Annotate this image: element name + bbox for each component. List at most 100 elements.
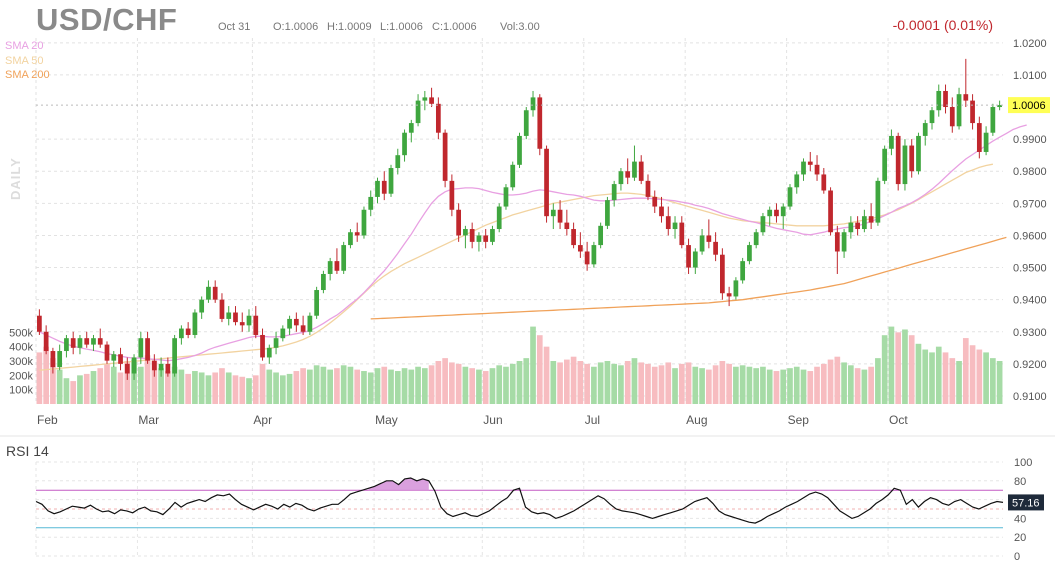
volume-bar: [388, 369, 394, 404]
candle-body: [943, 90, 948, 108]
open-readout: O:1.0006: [273, 21, 319, 33]
candle: [84, 331, 90, 348]
volume-bar: [760, 366, 766, 404]
rsi-value-label: 57.16: [1012, 497, 1040, 509]
candle: [720, 248, 725, 300]
candle-body: [747, 245, 752, 262]
candle-body: [321, 273, 326, 291]
volume-bar: [401, 368, 408, 404]
candle: [625, 158, 631, 185]
price-tick-label: 0.9600: [1013, 230, 1047, 242]
candle: [381, 171, 387, 201]
candle-body: [300, 325, 306, 332]
volume-tick-label: 300k: [9, 356, 33, 368]
volume-bar: [354, 369, 361, 404]
volume-bar: [563, 359, 570, 404]
candle-body: [354, 232, 360, 236]
volume-bar: [476, 369, 482, 404]
sma200-line: [370, 236, 1007, 320]
candle: [780, 203, 786, 230]
candle-body: [564, 222, 570, 230]
candle: [138, 331, 144, 364]
candle-body: [692, 251, 698, 268]
candle-body: [841, 232, 847, 252]
candle: [43, 325, 49, 355]
candle: [882, 145, 888, 185]
candle-body: [875, 180, 881, 223]
volume-bar: [144, 355, 151, 404]
volume-bar: [394, 371, 401, 404]
candle: [665, 206, 671, 236]
volume-bar: [347, 366, 354, 404]
candle-body: [537, 97, 543, 149]
candle-body: [611, 184, 617, 201]
volume-bar: [536, 335, 543, 404]
volume-bar: [706, 369, 712, 404]
candle-body: [43, 331, 49, 352]
month-label: Jul: [585, 413, 600, 427]
volume-bar: [902, 329, 908, 404]
candle: [456, 203, 462, 242]
candle-body: [571, 229, 576, 246]
candle-body: [158, 363, 164, 371]
rsi-tick-label: 0: [1014, 551, 1020, 563]
candle-body: [577, 245, 583, 252]
candle-body: [909, 145, 915, 172]
legend-sma20[interactable]: SMA 20: [5, 40, 44, 52]
rsi-axis: 100806040200: [36, 457, 1032, 563]
volume-bar: [773, 371, 780, 404]
candle: [929, 107, 935, 130]
candle: [821, 168, 827, 194]
candle-body: [922, 123, 928, 136]
volume-bar: [516, 361, 523, 404]
candle: [868, 203, 874, 230]
candle-body: [638, 161, 644, 181]
candle-body: [253, 315, 259, 335]
rsi-overbought-fill: [368, 478, 895, 491]
candle-body: [77, 338, 83, 348]
candle: [348, 229, 353, 249]
candle-body: [706, 235, 712, 242]
volume-bar: [949, 358, 956, 404]
symbol-title: USD/CHF: [36, 2, 178, 37]
volume-bar: [827, 359, 834, 404]
volume-bar: [110, 366, 117, 404]
candle-body: [672, 222, 678, 230]
rsi-tick-label: 40: [1014, 513, 1026, 525]
volume-bar: [259, 363, 266, 404]
candle: [415, 94, 421, 127]
candle: [902, 139, 908, 191]
candle-body: [929, 110, 935, 124]
candle-body: [679, 222, 685, 246]
volume-bar: [956, 361, 962, 404]
candle-body: [699, 235, 705, 252]
candle: [422, 90, 428, 111]
candle-body: [165, 363, 171, 374]
last-price-label: 1.0006: [1012, 100, 1046, 112]
legend-sma50[interactable]: SMA 50: [5, 55, 44, 67]
candle: [963, 58, 969, 108]
candle-body: [550, 209, 556, 217]
volume-bar: [70, 381, 77, 404]
candle: [909, 139, 915, 178]
volume-bar: [895, 332, 902, 404]
date-readout: Oct 31: [218, 21, 251, 33]
price-tick-label: 0.9800: [1013, 166, 1047, 178]
candle: [395, 148, 401, 175]
candle: [889, 129, 894, 156]
volume-bar: [300, 368, 306, 404]
volume-bar: [361, 371, 367, 404]
candle-body: [983, 132, 989, 152]
candle: [212, 280, 218, 303]
volume-bar: [239, 376, 246, 404]
candle-body: [124, 363, 130, 374]
candle-body: [368, 196, 374, 210]
rsi-line: [35, 477, 1004, 524]
month-label: Sep: [788, 413, 810, 427]
candle: [469, 222, 475, 249]
candle: [976, 116, 982, 159]
volume-bar: [185, 373, 191, 404]
legend-sma200[interactable]: SMA 200: [5, 69, 50, 81]
volume-bar: [90, 371, 97, 404]
